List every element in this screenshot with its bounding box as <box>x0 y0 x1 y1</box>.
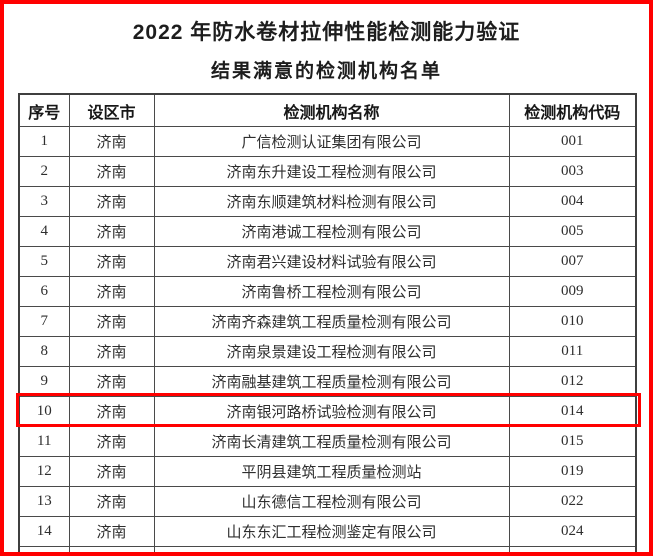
col-header-name: 检测机构名称 <box>153 93 510 127</box>
cell-code: 001 <box>508 126 637 157</box>
cell-no: 6 <box>18 276 70 307</box>
table-row: 3 济南 济南东顺建筑材料检测有限公司 004 <box>18 186 637 217</box>
table-row: 8 济南 济南泉景建设工程检测有限公司 011 <box>18 336 637 367</box>
cell-name: 济南东顺建筑材料检测有限公司 <box>153 186 510 217</box>
table-row-highlighted: 10 济南 济南银河路桥试验检测有限公司 014 <box>18 396 637 427</box>
cell-city <box>68 546 155 552</box>
cell-city: 济南 <box>68 216 155 247</box>
cell-name: 济南长清建筑工程质量检测有限公司 <box>153 426 510 457</box>
cell-no: 14 <box>18 516 70 547</box>
table-row: 9 济南 济南融基建筑工程质量检测有限公司 012 <box>18 366 637 397</box>
header-row: 序号 设区市 检测机构名称 检测机构代码 <box>18 93 637 127</box>
table-row: 13 济南 山东德信工程检测有限公司 022 <box>18 486 637 517</box>
cell-name: 济南东升建设工程检测有限公司 <box>153 156 510 187</box>
cell-name: 济南鲁桥工程检测有限公司 <box>153 276 510 307</box>
cell-code: 005 <box>508 216 637 247</box>
cell-city: 济南 <box>68 306 155 337</box>
cell-name: 济南泉景建设工程检测有限公司 <box>153 336 510 367</box>
cell-name: 山东德信工程检测有限公司 <box>153 486 510 517</box>
cell-no: 13 <box>18 486 70 517</box>
col-header-no: 序号 <box>18 93 70 127</box>
cell-city: 济南 <box>68 156 155 187</box>
cell-code: 012 <box>508 366 637 397</box>
cell-name: 山东东汇工程检测鉴定有限公司 <box>153 516 510 547</box>
table-row: 6 济南 济南鲁桥工程检测有限公司 009 <box>18 276 637 307</box>
table-row-partial <box>18 546 637 552</box>
cell-city: 济南 <box>68 276 155 307</box>
cell-name: 济南融基建筑工程质量检测有限公司 <box>153 366 510 397</box>
doc-title: 2022 年防水卷材拉伸性能检测能力验证 <box>132 21 521 44</box>
table-row: 12 济南 平阴县建筑工程质量检测站 019 <box>18 456 637 487</box>
cell-name: 济南银河路桥试验检测有限公司 <box>153 396 510 427</box>
table-row: 5 济南 济南君兴建设材料试验有限公司 007 <box>18 246 637 277</box>
cell-name: 济南港诚工程检测有限公司 <box>153 216 510 247</box>
cell-code: 003 <box>508 156 637 187</box>
cell-city: 济南 <box>68 336 155 367</box>
cell-code: 019 <box>508 456 637 487</box>
cell-code: 007 <box>508 246 637 277</box>
col-header-city: 设区市 <box>68 93 155 127</box>
cell-city: 济南 <box>68 456 155 487</box>
table-row: 7 济南 济南齐森建筑工程质量检测有限公司 010 <box>18 306 637 337</box>
cell-code: 024 <box>508 516 637 547</box>
cell-no <box>18 546 70 552</box>
cell-no: 4 <box>18 216 70 247</box>
cell-no: 5 <box>18 246 70 277</box>
cell-no: 1 <box>18 126 70 157</box>
cell-name: 济南齐森建筑工程质量检测有限公司 <box>153 306 510 337</box>
cell-city: 济南 <box>68 126 155 157</box>
cell-name: 平阴县建筑工程质量检测站 <box>153 456 510 487</box>
cell-code: 011 <box>508 336 637 367</box>
institutions-table: 序号 设区市 检测机构名称 检测机构代码 1 济南 广信检测认证集团有限公司 0… <box>18 93 637 552</box>
table-row: 14 济南 山东东汇工程检测鉴定有限公司 024 <box>18 516 637 547</box>
cell-city: 济南 <box>68 396 155 427</box>
table-row: 2 济南 济南东升建设工程检测有限公司 003 <box>18 156 637 187</box>
cell-name: 济南君兴建设材料试验有限公司 <box>153 246 510 277</box>
cell-city: 济南 <box>68 366 155 397</box>
cell-name <box>153 546 510 552</box>
cell-code: 009 <box>508 276 637 307</box>
cell-code <box>508 546 637 552</box>
cell-no: 8 <box>18 336 70 367</box>
cell-code: 010 <box>508 306 637 337</box>
doc-subtitle: 结果满意的检测机构名单 <box>210 61 442 82</box>
table-row: 11 济南 济南长清建筑工程质量检测有限公司 015 <box>18 426 637 457</box>
cell-city: 济南 <box>68 486 155 517</box>
cell-no: 11 <box>18 426 70 457</box>
cell-no: 10 <box>18 396 70 427</box>
cell-code: 004 <box>508 186 637 217</box>
cell-code: 015 <box>508 426 637 457</box>
cell-code: 014 <box>508 396 637 427</box>
table-row: 4 济南 济南港诚工程检测有限公司 005 <box>18 216 637 247</box>
cell-no: 2 <box>18 156 70 187</box>
table-row: 1 济南 广信检测认证集团有限公司 001 <box>18 126 637 157</box>
cell-no: 3 <box>18 186 70 217</box>
cell-no: 9 <box>18 366 70 397</box>
cell-no: 12 <box>18 456 70 487</box>
cell-name: 广信检测认证集团有限公司 <box>153 126 510 157</box>
col-header-code: 检测机构代码 <box>508 93 637 127</box>
cell-city: 济南 <box>68 186 155 217</box>
cell-no: 7 <box>18 306 70 337</box>
cell-city: 济南 <box>68 246 155 277</box>
cell-city: 济南 <box>68 426 155 457</box>
cell-city: 济南 <box>68 516 155 547</box>
cell-code: 022 <box>508 486 637 517</box>
